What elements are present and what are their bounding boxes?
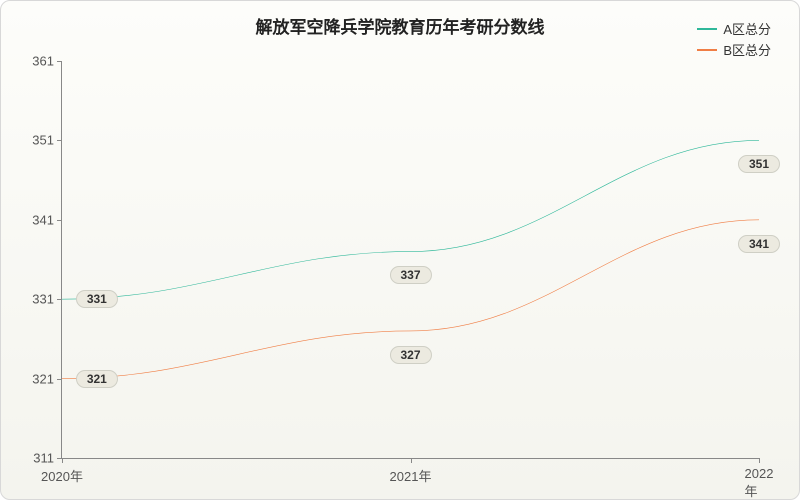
- chart-title: 解放军空降兵学院教育历年考研分数线: [1, 13, 799, 38]
- legend-swatch: [697, 49, 717, 51]
- legend-item: B区总分: [697, 40, 771, 59]
- point-label: 337: [389, 266, 431, 284]
- point-label: 327: [389, 346, 431, 364]
- point-label: 331: [76, 290, 118, 308]
- x-tick-mark: [62, 458, 63, 463]
- legend-swatch: [697, 28, 717, 30]
- plot-area: 3113213313413513612020年2021年2022年3313373…: [61, 61, 759, 459]
- legend-item: A区总分: [697, 19, 771, 38]
- line-layer: [62, 61, 759, 458]
- legend-label: B区总分: [723, 40, 771, 59]
- x-tick-mark: [759, 458, 760, 463]
- y-tick-mark: [57, 379, 62, 380]
- point-label: 321: [76, 370, 118, 388]
- x-tick-mark: [411, 458, 412, 463]
- y-tick-mark: [57, 299, 62, 300]
- y-tick-mark: [57, 220, 62, 221]
- point-label: 341: [738, 235, 780, 253]
- y-tick-mark: [57, 140, 62, 141]
- chart-container: 解放军空降兵学院教育历年考研分数线 A区总分B区总分 3113213313413…: [0, 0, 800, 500]
- y-tick-mark: [57, 61, 62, 62]
- x-tick-label: 2022年: [745, 458, 774, 500]
- legend: A区总分 B区总分: [697, 19, 771, 61]
- point-label: 351: [738, 155, 780, 173]
- legend-label: A区总分: [723, 19, 771, 38]
